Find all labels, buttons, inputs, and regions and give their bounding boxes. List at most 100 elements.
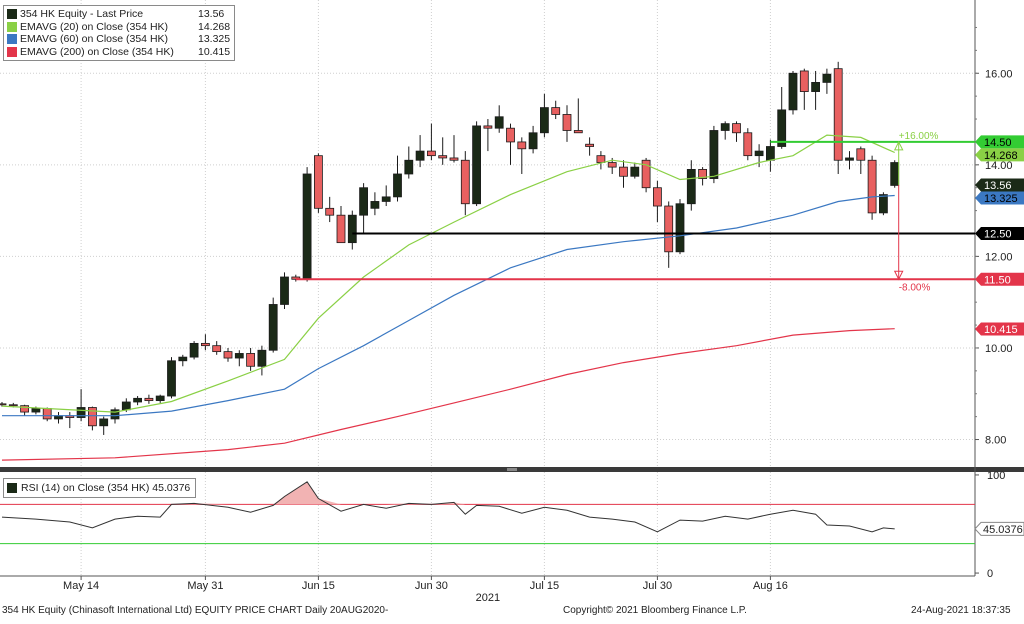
rsi-legend: RSI (14) on Close (354 HK) 45.0376 <box>3 478 197 498</box>
x-tick-label-2: Jun 15 <box>302 580 335 592</box>
x-tick-label-5: Jul 30 <box>643 580 672 592</box>
candle-55 <box>619 160 628 188</box>
price-legend: 354 HK Equity - Last Price 13.56 EMAVG (20… <box>3 5 236 62</box>
legend-swatch-3 <box>7 47 17 58</box>
footer-timestamp: 24-Aug-2021 18:37:35 <box>911 605 1011 616</box>
candle-body-39 <box>438 155 448 159</box>
ema200-line <box>1 328 895 461</box>
candle-62 <box>698 167 707 186</box>
candle-40 <box>449 135 459 163</box>
candle-2 <box>20 404 30 416</box>
candle-52 <box>585 137 594 156</box>
candle-72 <box>811 70 820 110</box>
candle-61 <box>686 160 696 211</box>
axis-value-label-bg <box>975 178 1024 192</box>
candle-30 <box>336 206 346 244</box>
candle-43 <box>483 119 493 152</box>
candle-body-68 <box>766 146 775 161</box>
candle-24 <box>268 297 278 353</box>
legend-item-2: EMAVG (60) on Close (354 HK) 13.325 <box>7 33 230 46</box>
x-tick-label-4: Jul 15 <box>530 580 559 592</box>
axis-value-label-13.325: 13.325 <box>975 191 1024 205</box>
candle-59 <box>664 201 674 268</box>
annotation-arrow-head-1 <box>893 270 904 281</box>
candle-body-49 <box>551 107 561 115</box>
rsi-line <box>1 481 895 533</box>
candle-71 <box>799 68 809 110</box>
candle-body-63 <box>709 130 719 179</box>
y-tick-label-0: 8.00 <box>985 435 1006 447</box>
axis-value-label-bg <box>975 148 1024 162</box>
axis-value-label-bg <box>975 135 1024 149</box>
candle-0 <box>0 401 7 407</box>
candle-body-44 <box>494 116 504 129</box>
candle-body-75 <box>845 157 854 161</box>
annotation-label-0: +16.00% <box>899 131 939 142</box>
candle-66 <box>743 128 753 161</box>
legend-value-2: 13.325 <box>198 33 231 46</box>
axis-value-label-bg <box>975 322 1024 336</box>
candle-body-67 <box>754 150 764 157</box>
candle-33 <box>370 192 380 216</box>
candle-body-4 <box>42 407 52 420</box>
candle-body-37 <box>415 150 425 161</box>
candle-body-48 <box>540 107 549 134</box>
legend-swatch-1 <box>7 21 17 32</box>
candle-31 <box>347 210 357 250</box>
candle-body-32 <box>359 187 369 216</box>
candle-19 <box>212 341 222 355</box>
candle-18 <box>200 334 210 351</box>
candle-65 <box>732 121 741 142</box>
candle-body-14 <box>155 395 165 402</box>
candle-73 <box>822 68 832 94</box>
candle-body-52 <box>585 143 594 147</box>
candle-body-74 <box>833 68 843 161</box>
annotation-arrow-head-0 <box>893 140 904 151</box>
candle-body-69 <box>777 109 787 147</box>
candle-body-27 <box>302 173 312 280</box>
rsi-value-label: 45.0376 <box>974 521 1024 536</box>
candle-body-55 <box>619 166 628 177</box>
candle-body-78 <box>879 194 888 214</box>
axis-value-label-11.50: 11.50 <box>975 272 1024 286</box>
legend-swatch-0 <box>7 9 17 20</box>
candle-41 <box>460 151 470 216</box>
candle-body-9 <box>99 418 109 427</box>
candle-body-57 <box>641 159 651 189</box>
candle-29 <box>325 196 335 223</box>
chart-background <box>0 0 1024 603</box>
axis-value-label-14.268: 14.268 <box>975 148 1024 162</box>
candle-38 <box>426 123 436 161</box>
candle-16 <box>178 354 188 367</box>
candle-body-3 <box>31 407 41 413</box>
candle-body-45 <box>506 127 515 143</box>
axis-value-label-text: 10.415 <box>984 324 1018 336</box>
candle-58 <box>653 180 662 223</box>
candle-60 <box>675 199 685 255</box>
rsi-value-label-text: 45.0376 <box>983 524 1023 536</box>
candle-body-31 <box>347 214 357 244</box>
candle-body-35 <box>393 173 402 198</box>
candle-body-53 <box>596 155 606 163</box>
candle-body-19 <box>212 345 222 353</box>
candle-9 <box>99 416 109 435</box>
candle-body-54 <box>607 162 617 168</box>
candle-28 <box>313 153 323 213</box>
rsi-y-tick-label-0: 0 <box>987 568 993 580</box>
candle-body-21 <box>234 353 244 359</box>
candle-body-0 <box>0 403 7 406</box>
candle-body-56 <box>630 166 640 177</box>
axis-value-label-bg <box>975 227 1024 240</box>
candle-body-18 <box>200 342 210 347</box>
candle-body-59 <box>664 205 674 253</box>
axis-value-label-text: 11.50 <box>984 274 1011 286</box>
candle-body-36 <box>404 159 414 175</box>
legend-item-3: EMAVG (200) on Close (354 HK) 10.415 <box>7 46 230 59</box>
ema60-line <box>2 194 895 417</box>
candle-body-64 <box>720 123 730 131</box>
candle-body-10 <box>110 409 120 420</box>
candle-77 <box>867 155 877 220</box>
candle-17 <box>189 341 199 360</box>
